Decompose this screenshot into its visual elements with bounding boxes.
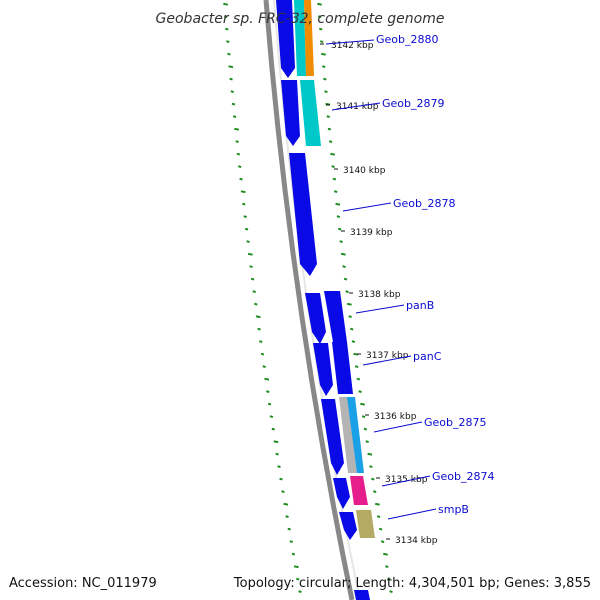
- gene-label-panb[interactable]: panB: [406, 299, 434, 312]
- gc-content-track: [317, 2, 393, 594]
- track-dot: [255, 315, 261, 319]
- track-dot: [383, 552, 388, 556]
- map-title: Geobacter sp. FRC-32, complete genome: [156, 11, 445, 27]
- track-dot: [264, 377, 270, 381]
- track-dot: [247, 252, 253, 256]
- feature-track: [276, 0, 375, 600]
- gene-leader-line: [381, 475, 431, 487]
- scale-label: 3141 kbp: [336, 102, 379, 112]
- track-dot: [317, 2, 322, 6]
- gene-labels: Geob_2880 Geob_2879 Geob_2878 panB panC Geob_…: [376, 33, 495, 516]
- track-dot: [330, 152, 336, 156]
- track-dot: [335, 202, 341, 206]
- gene-arrow-panb-inner[interactable]: [305, 293, 326, 344]
- gene-leader-line: [373, 421, 423, 433]
- track-dot: [321, 52, 326, 56]
- track-dot: [273, 440, 279, 444]
- gene-leader-line: [331, 102, 381, 111]
- gene-arrow-geob-2874-inner[interactable]: [333, 478, 350, 509]
- track-dot: [325, 102, 331, 106]
- scale-label: 3135 kbp: [385, 475, 428, 485]
- rna-block-geob-2880-cyan: [294, 0, 306, 76]
- gene-arrow-geob-2875-inner[interactable]: [321, 399, 344, 475]
- gene-arrow-smpb-inner[interactable]: [339, 512, 357, 540]
- track-dot: [360, 402, 365, 406]
- gene-leader-line: [342, 202, 392, 212]
- gene-leader-line: [325, 39, 375, 45]
- track-dot: [223, 2, 228, 6]
- track-dot: [375, 502, 380, 506]
- scale-label: 3140 kbp: [343, 166, 386, 176]
- track-dot: [367, 452, 373, 456]
- gene-leader-line: [355, 304, 405, 314]
- rna-block-smpb: [356, 510, 375, 538]
- gene-arrow-geob-2879[interactable]: [281, 80, 300, 146]
- track-dot: [240, 190, 246, 194]
- scale-label: 3138 kbp: [358, 290, 401, 300]
- track-dot: [340, 252, 346, 256]
- gene-leader-line: [387, 508, 437, 520]
- gene-label-geob-2879[interactable]: Geob_2879: [382, 97, 445, 110]
- scale-labels: 3142 kbp 3141 kbp 3140 kbp 3139 kbp 3138 kbp…: [331, 41, 438, 546]
- genome-backbone: [263, 0, 355, 600]
- scale-label: 3136 kbp: [374, 412, 417, 422]
- track-dot: [234, 127, 240, 131]
- scale-label: 3134 kbp: [395, 536, 438, 546]
- scale-label: 3137 kbp: [366, 351, 409, 361]
- track-dot: [353, 352, 359, 356]
- track-dot: [283, 502, 289, 506]
- scale-label: 3142 kbp: [331, 41, 374, 51]
- scale-ticks: [320, 43, 390, 540]
- gene-arrow-continuation[interactable]: [354, 590, 370, 600]
- gene-arrow-panb[interactable]: [324, 291, 347, 342]
- gene-leader-line: [362, 355, 412, 366]
- gene-arrow-geob-2880[interactable]: [276, 0, 295, 78]
- gene-label-geob-2878[interactable]: Geob_2878: [393, 197, 456, 210]
- gene-arrow-panc-inner[interactable]: [313, 343, 333, 396]
- gene-label-panc[interactable]: panC: [413, 350, 442, 363]
- track-dot: [228, 65, 234, 69]
- gene-arrow-geob-2878[interactable]: [289, 153, 317, 276]
- gene-label-geob-2874[interactable]: Geob_2874: [432, 470, 495, 483]
- gc-skew-track: [223, 2, 302, 594]
- accession-label: Accession: NC_011979: [9, 576, 157, 591]
- rna-block-geob-2874: [350, 476, 368, 505]
- gene-arrow-panc[interactable]: [332, 342, 353, 394]
- gene-label-geob-2880[interactable]: Geob_2880: [376, 33, 439, 46]
- rna-block-geob-2875-sky: [347, 397, 364, 473]
- scale-label: 3139 kbp: [350, 228, 393, 238]
- rna-block-geob-2875-grey: [339, 397, 357, 473]
- gene-label-geob-2875[interactable]: Geob_2875: [424, 416, 487, 429]
- gene-label-smpb[interactable]: smpB: [438, 503, 469, 516]
- gene-label-leaders: [325, 39, 437, 520]
- topology-label: Topology: circular; Length: 4,304,501 bp…: [233, 576, 591, 591]
- rna-block-geob-2880-orange: [304, 0, 314, 76]
- track-dot: [346, 302, 352, 306]
- rna-block-geob-2879: [300, 80, 321, 146]
- track-dot: [293, 565, 299, 569]
